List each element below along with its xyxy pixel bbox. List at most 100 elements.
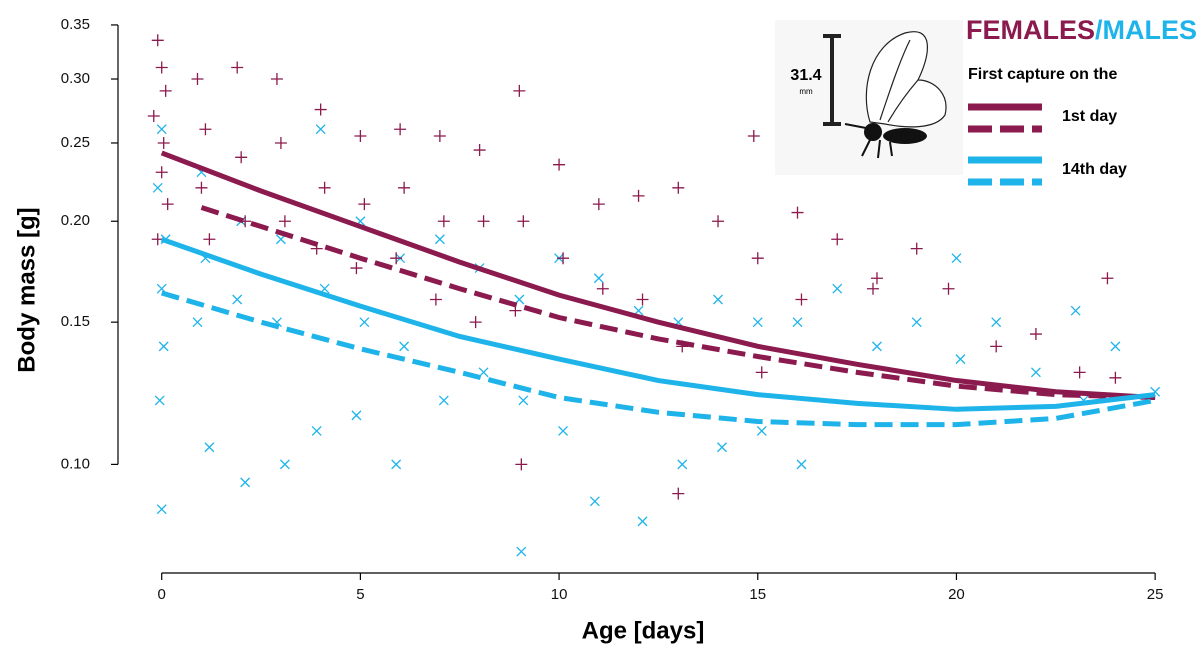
- scale-value: 31.4: [790, 67, 821, 84]
- legend-label: 14th day: [1062, 161, 1127, 178]
- point: [477, 215, 490, 228]
- point: [351, 410, 362, 421]
- point: [747, 130, 760, 143]
- point: [717, 442, 727, 453]
- point: [867, 282, 879, 295]
- point: [191, 73, 204, 86]
- point: [147, 109, 160, 122]
- point: [1109, 371, 1122, 384]
- point: [636, 293, 649, 306]
- legend-label: 1st day: [1062, 108, 1117, 125]
- point: [752, 317, 763, 328]
- point: [870, 272, 883, 285]
- point: [394, 123, 407, 136]
- point: [155, 166, 168, 179]
- point: [592, 198, 605, 211]
- fit-curve: [160, 236, 1156, 412]
- inset: 31.4 mm FEMALES/MALES First capture on t…: [775, 15, 1197, 186]
- point: [354, 130, 367, 143]
- point: [832, 283, 843, 294]
- point: [315, 124, 326, 135]
- point: [593, 273, 604, 284]
- x-tick-label: 0: [158, 586, 166, 603]
- y-axis-title: Body mass [g]: [13, 207, 40, 372]
- legend-separator: /: [1095, 15, 1103, 45]
- point: [279, 459, 290, 470]
- point: [318, 181, 331, 194]
- point: [391, 459, 402, 470]
- point: [203, 233, 216, 246]
- point: [672, 487, 685, 500]
- y-tick-label: 0.20: [61, 212, 90, 229]
- point: [232, 294, 243, 305]
- point: [429, 293, 442, 306]
- point: [517, 215, 530, 228]
- y-tick-label: 0.35: [61, 16, 90, 33]
- point: [632, 189, 645, 202]
- point: [637, 516, 648, 527]
- point: [437, 215, 450, 228]
- scale-bar: [823, 34, 841, 126]
- legend-males: MALES: [1103, 15, 1198, 45]
- point: [156, 124, 167, 135]
- point: [751, 252, 764, 265]
- point: [399, 341, 410, 352]
- point: [314, 103, 327, 116]
- y-tick-label: 0.25: [61, 134, 90, 151]
- point: [473, 144, 486, 157]
- point: [553, 158, 566, 171]
- point: [199, 123, 212, 136]
- point: [204, 442, 215, 453]
- point: [235, 151, 248, 164]
- butterfly: [865, 31, 947, 128]
- point: [672, 181, 685, 194]
- point: [831, 233, 844, 246]
- point: [158, 341, 169, 352]
- point: [1030, 367, 1041, 378]
- point: [557, 252, 570, 265]
- point: [270, 73, 283, 86]
- point: [712, 215, 725, 228]
- point: [1029, 328, 1042, 341]
- point: [154, 395, 165, 406]
- point: [942, 282, 955, 295]
- point: [151, 34, 164, 47]
- x-axis-title: Age [days]: [582, 617, 705, 644]
- point: [513, 84, 526, 97]
- point: [1073, 366, 1086, 379]
- point: [796, 459, 807, 470]
- point: [358, 198, 371, 211]
- point: [792, 317, 803, 328]
- x-tick-label: 20: [948, 586, 965, 603]
- x-tick-label: 15: [749, 586, 766, 603]
- point: [756, 425, 767, 436]
- point: [515, 458, 528, 471]
- point: [157, 136, 170, 149]
- scale-unit: mm: [799, 87, 813, 96]
- point: [469, 316, 482, 329]
- point: [514, 294, 525, 305]
- legend-heading: FEMALES/MALES: [966, 15, 1197, 45]
- point: [1101, 272, 1114, 285]
- plot-area: 0.35 0.30 0.25 0.20 0.15 0.10 0 5 10 15 20 25: [61, 16, 1164, 603]
- y-tick-label: 0.30: [61, 70, 90, 87]
- point: [359, 317, 370, 328]
- point: [910, 242, 923, 255]
- x-tick-label: 25: [1147, 586, 1164, 603]
- point: [152, 182, 163, 193]
- point: [1110, 341, 1121, 352]
- point: [795, 293, 808, 306]
- point: [518, 395, 529, 406]
- fit-curve: [200, 205, 1156, 401]
- point: [433, 130, 446, 143]
- x-tick-label: 10: [551, 586, 568, 603]
- point: [991, 317, 1002, 328]
- point: [589, 496, 600, 507]
- point: [516, 546, 527, 557]
- point: [911, 317, 922, 328]
- point: [156, 504, 167, 515]
- point: [438, 395, 449, 406]
- point: [951, 253, 962, 264]
- point: [350, 262, 363, 275]
